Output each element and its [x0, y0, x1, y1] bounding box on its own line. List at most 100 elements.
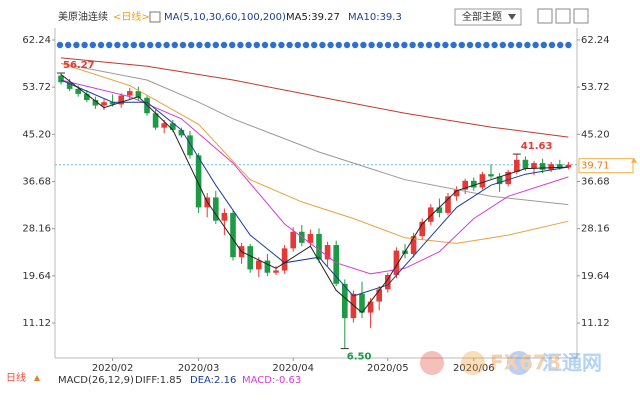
event-dot: [196, 41, 203, 49]
x-tick-label: 2020/04: [272, 363, 314, 374]
symbol: 美原油连续: [58, 10, 108, 23]
event-dot: [360, 41, 367, 49]
candle-body: [479, 174, 486, 188]
event-dot: [89, 41, 97, 49]
theme-menu-label: 全部主题: [462, 10, 502, 23]
event-dot: [65, 41, 72, 49]
event-dot: [368, 41, 375, 49]
candle-body: [324, 245, 331, 260]
last-price-arrow: [631, 157, 637, 163]
event-dot: [352, 41, 359, 49]
event-dot: [212, 41, 219, 49]
candle-body: [221, 212, 228, 221]
candle-body: [453, 189, 460, 197]
last-price-label: 39.71: [581, 161, 610, 172]
theme-menu[interactable]: [454, 8, 522, 26]
y-tick-label: 62.24: [581, 35, 610, 46]
event-dot: [270, 41, 277, 49]
y-tick-label: 62.24: [22, 35, 51, 46]
candle-body: [393, 250, 400, 275]
candle-body: [488, 174, 494, 177]
x-tick-label: 2020/02: [92, 363, 134, 374]
event-dot: [188, 41, 195, 49]
candle-body: [419, 221, 425, 237]
event-dot: [434, 41, 441, 49]
candle-body: [565, 164, 572, 168]
event-dot: [171, 41, 178, 49]
last-price-tag: [578, 158, 634, 174]
event-dot: [261, 41, 269, 49]
y-tick-label: 53.72: [22, 82, 51, 93]
y-tick-label: 45.20: [581, 129, 610, 140]
ma-line: [60, 74, 569, 314]
candle-body: [428, 207, 434, 222]
y-tick-label: 19.64: [581, 271, 610, 282]
logo: [461, 351, 485, 375]
candle-body: [531, 163, 537, 169]
x-tick-label: 2020/05: [367, 363, 409, 374]
event-dot: [524, 41, 531, 49]
event-dot: [229, 41, 236, 49]
event-dot: [327, 41, 334, 49]
candle-body: [514, 159, 520, 172]
watermark-code: FX678: [490, 351, 561, 375]
event-dot: [302, 41, 310, 49]
period-arrow[interactable]: [34, 375, 40, 381]
candle-body: [410, 236, 417, 254]
event-dot: [311, 41, 318, 49]
annotation-label: 41.63: [521, 141, 553, 152]
event-dot: [278, 41, 285, 49]
event-dot: [409, 41, 416, 49]
candle-body: [350, 293, 357, 319]
event-dot: [73, 41, 80, 49]
candle-body: [66, 82, 73, 89]
ma-line: [60, 79, 569, 297]
icon-button[interactable]: [537, 8, 553, 24]
footer-period: 日线: [6, 371, 26, 384]
event-dot: [286, 41, 293, 49]
event-dot: [106, 41, 113, 49]
candle-body: [84, 93, 90, 100]
candle-body: [58, 75, 64, 83]
y-tick-label: 28.16: [581, 224, 610, 235]
event-dot: [138, 41, 146, 49]
watermark: FX678 汇通网: [420, 351, 602, 375]
event-dot: [179, 41, 187, 49]
icon-button[interactable]: [555, 8, 571, 24]
candle-body: [127, 91, 133, 96]
candle-body: [273, 270, 279, 273]
candle-body: [539, 163, 546, 170]
candle-body: [445, 196, 451, 213]
candle-body: [75, 88, 81, 94]
event-dot: [540, 41, 547, 49]
event-dot: [516, 41, 523, 49]
y-tick-label: 19.64: [22, 271, 51, 282]
candle-body: [522, 159, 529, 169]
event-dot: [155, 41, 162, 49]
y-tick-label: 45.20: [22, 129, 51, 140]
event-dot: [130, 41, 137, 49]
event-dot: [147, 41, 154, 49]
icon-button[interactable]: [573, 8, 589, 24]
candle-body: [213, 197, 219, 221]
y-tick-label: 11.12: [581, 318, 610, 329]
ma-toggle[interactable]: [149, 11, 161, 23]
event-dot: [253, 41, 260, 49]
candle-body: [92, 99, 99, 106]
event-dot: [417, 41, 424, 49]
candle-body: [135, 91, 142, 98]
candle-body: [462, 180, 468, 190]
candle-body: [471, 180, 477, 188]
event-dot: [425, 41, 433, 49]
annotation-label: 6.50: [347, 352, 372, 363]
dropdown-arrow: [508, 14, 516, 20]
y-tick-label: 28.16: [22, 224, 51, 235]
event-dot: [401, 41, 408, 49]
macd-diff: DIFF:1.85: [135, 375, 182, 386]
event-dot: [557, 41, 564, 49]
event-dot: [343, 41, 351, 49]
event-dot: [204, 41, 211, 49]
event-dot: [532, 41, 539, 49]
